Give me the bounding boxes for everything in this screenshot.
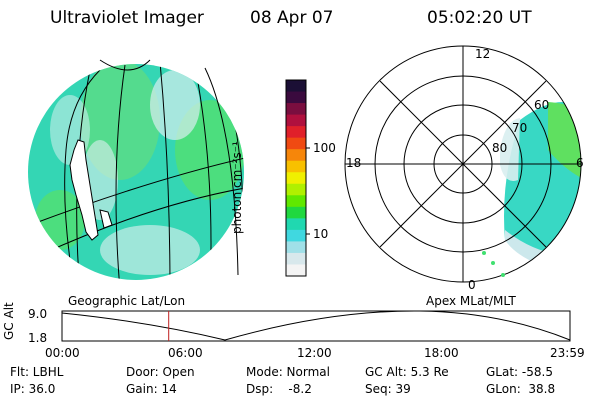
altitude-timeline (61, 310, 571, 342)
info-glon: GLon: 38.8 (486, 382, 556, 396)
colorbar-segment (286, 229, 306, 242)
mlt-label-12: 12 (475, 47, 491, 61)
colorbar (285, 79, 307, 277)
colorbar-unit-label: photon cm⁻²s⁻¹ (230, 141, 244, 234)
mlt-label-0: 0 (468, 278, 476, 292)
date-label: 08 Apr 07 (250, 8, 334, 28)
colorbar-segment (286, 218, 306, 231)
timeline-xtick: 00:00 (45, 346, 80, 360)
colorbar-segment (286, 206, 306, 219)
timeline-xtick: 18:00 (424, 346, 459, 360)
colorbar-segment (286, 80, 306, 93)
apex-label: Apex MLat/MLT (426, 294, 516, 308)
instrument-title: Ultraviolet Imager (50, 8, 204, 28)
info-flt: Flt: LBHL (10, 365, 64, 379)
info-mode: Mode: Normal (246, 365, 330, 379)
timeline-ytick-low: 1.8 (28, 331, 48, 345)
timeline-xtick: 23:59 (550, 346, 585, 360)
colorbar-segment (286, 183, 306, 196)
colorbar-segment (286, 137, 306, 150)
timeline-ytick-high: 9.0 (28, 307, 48, 321)
colorbar-segment (286, 149, 306, 162)
timeline-xtick: 06:00 (168, 346, 203, 360)
mlt-label-6: 6 (576, 156, 584, 170)
colorbar-segment (286, 126, 306, 139)
colorbar-segment (286, 91, 306, 104)
colorbar-segment (286, 264, 306, 277)
polar-plot (344, 45, 582, 283)
colorbar-segment (286, 160, 306, 173)
colorbar-segment (286, 172, 306, 185)
mlat-label-80: 80 (492, 141, 508, 155)
colorbar-segment (286, 114, 306, 127)
info-door: Door: Open (126, 365, 195, 379)
mlat-label-60: 60 (534, 98, 550, 112)
info-glat: GLat: -58.5 (486, 365, 553, 379)
timeline-ylabel: GC Alt (2, 302, 16, 340)
mlt-label-18: 18 (346, 156, 362, 170)
colorbar-tick-10: 10 (313, 227, 329, 241)
geographic-label: Geographic Lat/Lon (68, 294, 186, 308)
info-ip: IP: 36.0 (10, 382, 56, 396)
colorbar-frame (285, 79, 307, 277)
timeline-xtick: 12:00 (297, 346, 332, 360)
info-seq: Seq: 39 (365, 382, 411, 396)
info-gain: Gain: 14 (126, 382, 177, 396)
info-dsp: Dsp: -8.2 (246, 382, 312, 396)
time-label: 05:02:20 UT (427, 8, 532, 28)
colorbar-tick-100: 100 (313, 141, 336, 155)
geographic-disk (28, 59, 244, 280)
mlat-label-70: 70 (512, 121, 528, 135)
info-gcalt: GC Alt: 5.3 Re (365, 365, 449, 379)
colorbar-segment (286, 241, 306, 254)
colorbar-segment (286, 252, 306, 265)
colorbar-segment (286, 195, 306, 208)
colorbar-segment (286, 103, 306, 116)
colorbar-ticks (306, 147, 310, 235)
